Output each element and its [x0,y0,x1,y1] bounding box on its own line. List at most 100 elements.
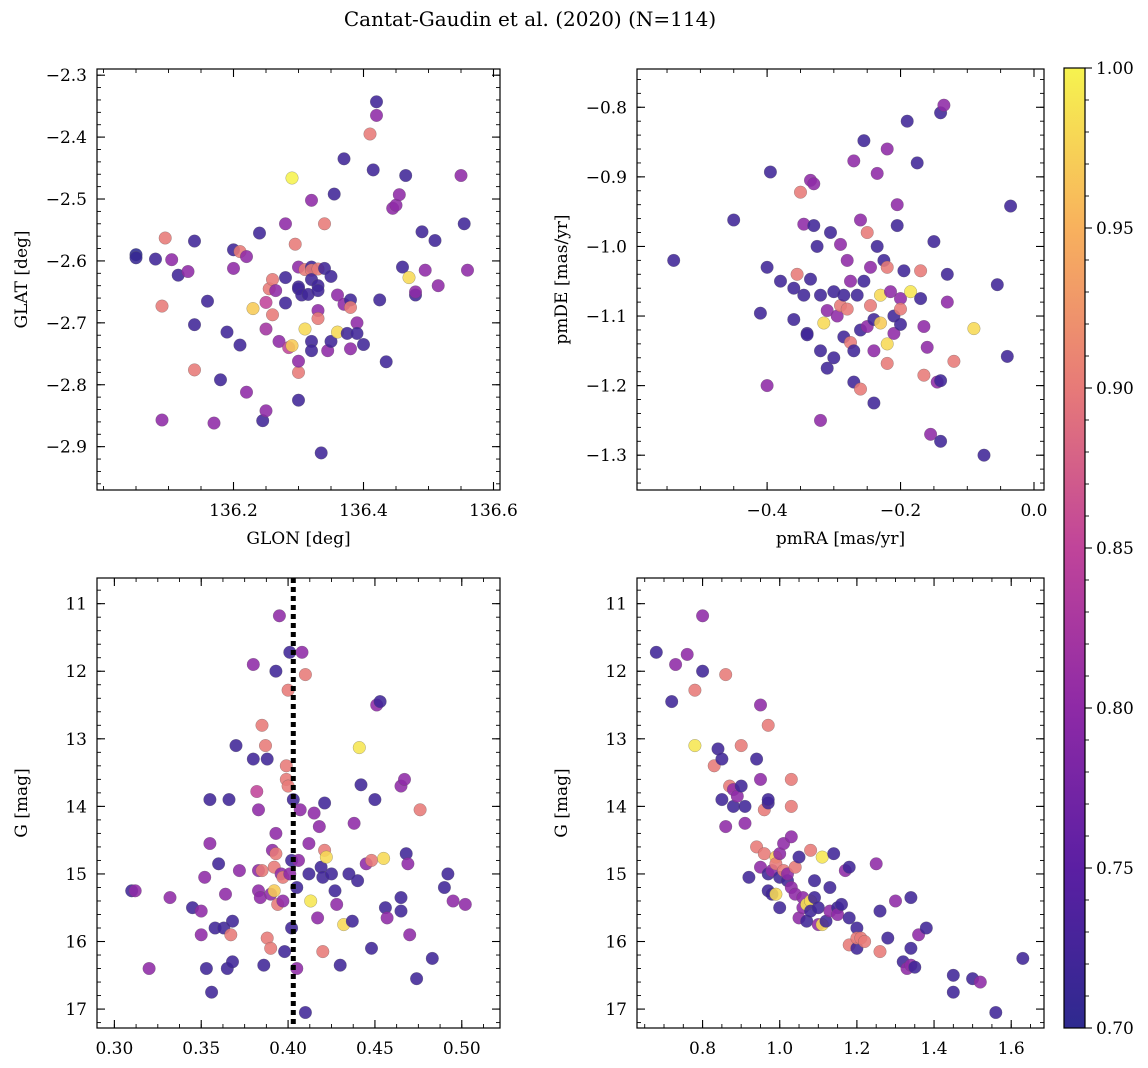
data-point [187,318,202,332]
data-point [187,234,202,248]
data-point [252,226,267,240]
data-point [688,683,702,697]
x-tick-label: 0.0 [1020,501,1047,521]
data-point [233,338,247,352]
data-point [302,867,316,881]
data-point [977,448,991,462]
data-point [873,316,888,330]
data-point [919,921,933,935]
data-point [163,891,177,905]
data-point [437,880,451,895]
x-tick-label: 136.6 [469,501,518,521]
colorbar-tick-label: 0.80 [1096,699,1134,719]
data-point [229,739,243,753]
data-point [813,288,828,302]
data-point [259,295,273,309]
data-point [295,645,309,659]
data-point [265,272,280,287]
x-tick-label: 136.2 [209,501,258,521]
y-tick-label: 13 [65,730,87,750]
data-point [342,867,356,881]
data-point [298,322,312,336]
y-tick-label: −1.3 [586,446,627,466]
data-point [220,325,234,339]
data-point [842,860,856,874]
y-tick-label: −2.7 [46,314,87,334]
data-point [946,968,960,982]
data-point [203,836,217,851]
data-point [853,382,868,396]
data-point [807,874,822,888]
data-point [853,213,868,227]
data-point [880,260,894,274]
data-point [403,928,417,942]
panel-pm: −0.4 −0.2 0.0 −0.8 −0.9 −1.0 −1.1 −1.2 −1.3 pmRA … [552,68,1048,549]
data-point [880,337,894,351]
data-point [246,302,260,316]
data-point [212,857,226,871]
data-point [317,217,332,231]
y-tick-label: −2.8 [46,376,87,396]
data-point [288,237,302,251]
data-point [873,945,887,959]
data-point [940,295,954,309]
data-point [291,354,306,368]
data-point [392,188,406,202]
data-point [820,303,834,318]
y-tick-label: −2.9 [46,438,87,458]
data-point [850,288,864,302]
data-point [803,272,818,286]
data-point [373,695,387,709]
x-tick-label: 0.30 [95,1039,133,1059]
data-point [327,187,341,201]
data-point [413,803,427,817]
data-point [867,344,881,358]
data-point [857,274,871,288]
data-point [761,793,775,807]
x-tick-label: −0.4 [746,501,787,521]
data-point [813,344,828,358]
data-point [198,870,212,884]
data-point [347,816,361,830]
x-tick-label: 1.6 [998,1039,1025,1059]
data-point [863,299,878,313]
data-point [910,156,924,170]
data-point [441,867,455,881]
data-point [194,904,208,918]
data-point [760,379,774,393]
x-tick-label: −0.2 [880,501,921,521]
data-point [769,887,783,901]
colorbar-tick-label: 0.95 [1096,219,1134,239]
data-point [446,894,460,908]
data-point [269,664,283,678]
data-point [369,95,384,109]
x-tick-label: 0.45 [356,1039,394,1059]
data-point [364,853,379,867]
data-point [715,752,729,766]
figure-title: Cantat-Gaudin et al. (2020) (N=114) [344,7,716,31]
data-point [302,836,316,851]
data-point [940,267,954,281]
data-point [820,361,834,375]
data-point [800,328,814,342]
data-point [760,260,774,274]
data-point [834,897,849,911]
y-tick-label: −2.3 [46,66,87,86]
data-point [187,363,202,377]
data-point [847,154,861,168]
data-point [298,668,312,682]
x-tick-label: 0.50 [443,1039,481,1059]
panel-cmd: 0.81.01.21.41.611121314151617BP-RP [mag]… [552,577,1045,1068]
data-point [333,958,347,972]
data-point [312,820,326,834]
data-point [914,264,928,278]
data-point [272,609,286,623]
data-point [904,891,918,905]
data-point [285,339,299,353]
data-point [255,718,269,732]
data-point [259,322,273,336]
data-point [454,168,468,183]
data-point [696,609,710,623]
data-point [410,972,424,986]
data-point [458,897,472,911]
